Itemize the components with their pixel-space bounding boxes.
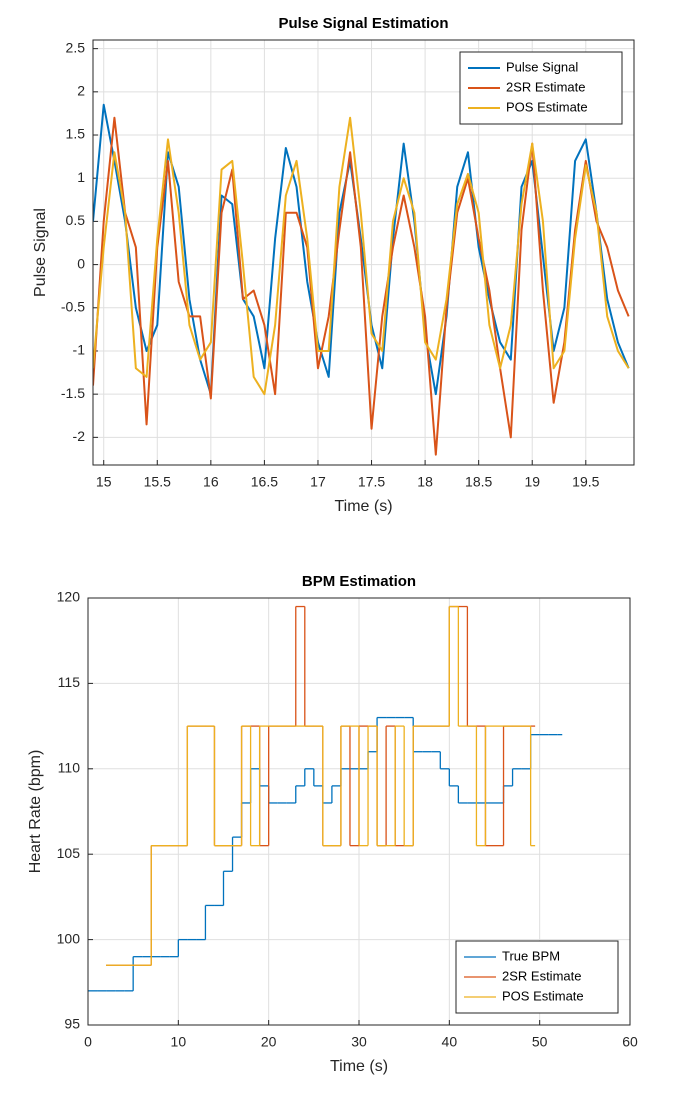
x-tick-label: 30: [351, 1034, 367, 1050]
legend-label: True BPM: [502, 948, 560, 963]
x-tick-label: 19: [524, 474, 540, 490]
y-tick-label: 110: [58, 760, 81, 776]
y-tick-label: 120: [57, 589, 81, 605]
chart-title: BPM Estimation: [302, 573, 416, 590]
x-tick-label: 16: [203, 474, 219, 490]
legend-label: 2SR Estimate: [506, 79, 585, 94]
x-axis-label: Time (s): [330, 1058, 388, 1075]
y-tick-label: 1: [77, 169, 85, 185]
x-tick-label: 10: [171, 1034, 187, 1050]
x-tick-label: 16.5: [251, 474, 278, 490]
y-tick-label: -2: [73, 428, 86, 444]
x-tick-label: 40: [442, 1034, 458, 1050]
y-axis-label: Heart Rate (bpm): [27, 750, 44, 874]
axes-box: [87, 597, 631, 1026]
y-tick-label: 95: [64, 1016, 80, 1032]
x-tick-label: 20: [261, 1034, 277, 1050]
x-tick-label: 17: [310, 474, 326, 490]
y-tick-label: -1.5: [61, 385, 85, 401]
chart-title: Pulse Signal Estimation: [278, 15, 448, 32]
y-tick-label: 100: [57, 930, 81, 946]
x-tick-label: 15: [96, 474, 112, 490]
y-tick-label: 2.5: [66, 39, 86, 55]
x-tick-label: 18: [417, 474, 433, 490]
legend-label: POS Estimate: [502, 988, 584, 1003]
y-tick-label: -0.5: [61, 298, 85, 314]
axes-box: [92, 39, 635, 466]
y-tick-label: 0.5: [66, 212, 86, 228]
y-tick-label: 2: [77, 83, 85, 99]
series-line: [93, 116, 630, 396]
y-axis-label: Pulse Signal: [32, 208, 49, 297]
series-line: [93, 116, 630, 456]
x-tick-label: 18.5: [465, 474, 492, 490]
x-tick-label: 19.5: [572, 474, 599, 490]
x-tick-label: 15.5: [144, 474, 171, 490]
y-tick-label: 115: [58, 674, 81, 690]
y-tick-label: 0: [77, 255, 85, 271]
x-tick-label: 17.5: [358, 474, 385, 490]
x-tick-label: 50: [532, 1034, 548, 1050]
y-tick-label: 105: [57, 845, 81, 861]
x-tick-label: 60: [622, 1034, 638, 1050]
legend-label: Pulse Signal: [506, 59, 578, 74]
x-tick-label: 0: [84, 1034, 92, 1050]
y-tick-label: 1.5: [66, 126, 86, 142]
legend-label: POS Estimate: [506, 99, 588, 114]
y-tick-label: -1: [73, 342, 86, 358]
x-axis-label: Time (s): [334, 498, 392, 515]
legend-label: 2SR Estimate: [502, 968, 581, 983]
